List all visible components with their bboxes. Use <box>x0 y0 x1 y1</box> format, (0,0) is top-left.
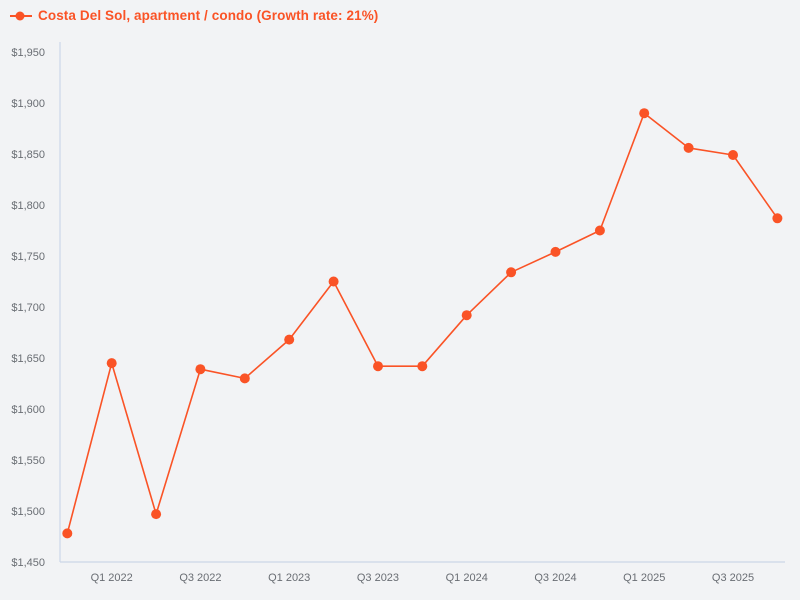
x-tick-label: Q1 2023 <box>268 572 310 584</box>
legend-item[interactable]: Costa Del Sol, apartment / condo (Growth… <box>10 8 378 23</box>
y-tick-label: $1,450 <box>11 557 45 569</box>
data-point[interactable] <box>639 108 650 119</box>
x-tick-label: Q3 2023 <box>357 572 399 584</box>
data-point[interactable] <box>195 364 206 375</box>
y-tick-label: $1,700 <box>11 302 45 314</box>
y-tick-label: $1,900 <box>11 98 45 110</box>
y-tick-label: $1,600 <box>11 404 45 416</box>
series-line <box>66 112 779 534</box>
series-marker-icon <box>10 11 32 20</box>
y-tick-label: $1,800 <box>11 200 45 212</box>
x-tick-label: Q3 2022 <box>179 572 221 584</box>
data-point[interactable] <box>683 142 694 153</box>
data-point[interactable] <box>594 225 605 236</box>
x-tick-label: Q1 2025 <box>623 572 665 584</box>
x-tick-label: Q3 2024 <box>534 572 576 584</box>
y-tick-label: $1,500 <box>11 506 45 518</box>
x-tick-label: Q3 2025 <box>712 572 754 584</box>
legend-label: Costa Del Sol, apartment / condo (Growth… <box>38 8 379 23</box>
data-point[interactable] <box>728 150 738 160</box>
data-point[interactable] <box>417 361 428 372</box>
y-tick-label: $1,750 <box>11 251 45 263</box>
y-tick-label: $1,550 <box>11 455 45 467</box>
data-point[interactable] <box>550 246 561 257</box>
data-point[interactable] <box>151 509 162 520</box>
data-point[interactable] <box>62 528 73 539</box>
data-point[interactable] <box>772 213 783 224</box>
y-tick-label: $1,650 <box>11 353 45 365</box>
data-point[interactable] <box>506 267 517 278</box>
data-point[interactable] <box>284 334 295 345</box>
x-tick-label: Q1 2022 <box>91 572 133 584</box>
y-tick-label: $1,950 <box>11 47 45 59</box>
data-point[interactable] <box>328 276 339 287</box>
x-tick-label: Q1 2024 <box>446 572 488 584</box>
data-point[interactable] <box>106 358 117 369</box>
data-point[interactable] <box>239 373 250 384</box>
data-point[interactable] <box>373 361 383 372</box>
y-tick-label: $1,850 <box>11 149 45 161</box>
data-point[interactable] <box>461 310 472 321</box>
